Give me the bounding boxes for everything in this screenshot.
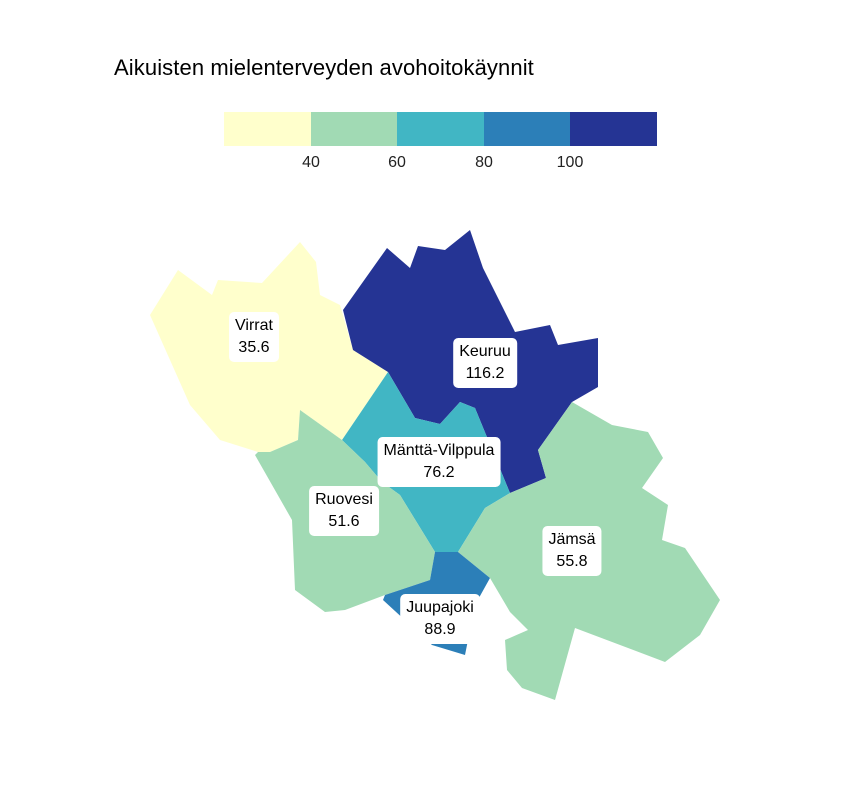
map-title: Aikuisten mielenterveyden avohoitokäynni…: [114, 55, 534, 80]
legend-tick-80: 80: [475, 154, 493, 171]
legend-swatch-2: [311, 112, 398, 146]
label-ruovesi-name: Ruovesi: [315, 491, 373, 508]
legend-swatch-3: [397, 112, 484, 146]
label-virrat-name: Virrat: [235, 317, 273, 334]
label-juupajoki: Juupajoki 88.9: [400, 594, 480, 644]
legend-tick-100: 100: [556, 154, 584, 171]
label-keuruu: Keuruu 116.2: [453, 338, 517, 388]
label-jamsa: Jämsä 55.8: [542, 526, 602, 576]
label-jamsa-name: Jämsä: [548, 531, 596, 548]
color-legend: 40 60 80 100: [0, 0, 864, 200]
label-jamsa-value: 55.8: [556, 553, 588, 570]
label-mantta-vilppula: Mänttä-Vilppula 76.2: [377, 437, 501, 487]
label-juupajoki-name: Juupajoki: [406, 599, 474, 616]
label-keuruu-value: 116.2: [465, 365, 505, 382]
legend-tick-60: 60: [388, 154, 406, 171]
label-ruovesi-value: 51.6: [328, 513, 360, 530]
label-mantta-vilppula-value: 76.2: [423, 464, 455, 481]
legend-swatch-5: [570, 112, 657, 146]
label-ruovesi: Ruovesi 51.6: [309, 486, 379, 536]
legend-swatch-1: [224, 112, 311, 146]
label-mantta-vilppula-name: Mänttä-Vilppula: [383, 442, 495, 459]
legend-tick-40: 40: [302, 154, 320, 171]
label-juupajoki-value: 88.9: [424, 621, 456, 638]
legend-swatch-4: [484, 112, 571, 146]
label-keuruu-name: Keuruu: [459, 343, 511, 360]
label-virrat: Virrat 35.6: [229, 312, 279, 362]
label-virrat-value: 35.6: [238, 339, 270, 356]
